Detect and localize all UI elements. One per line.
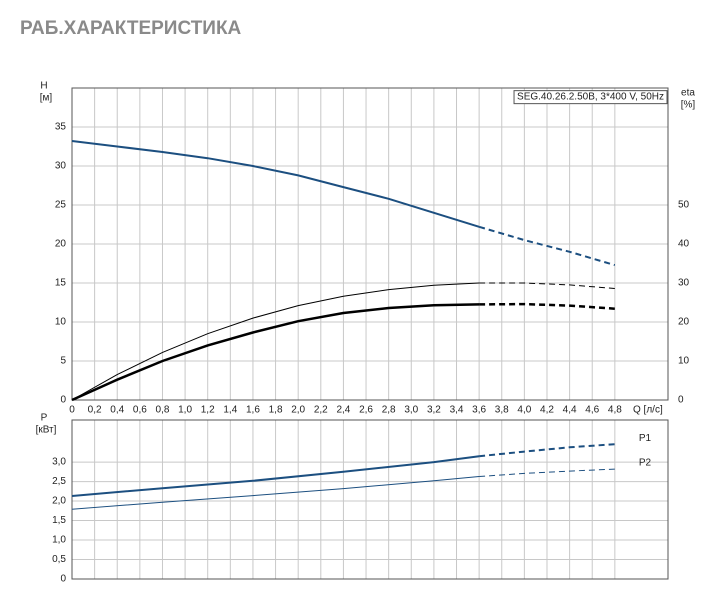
x-tick-label: 4,4: [563, 405, 577, 416]
y-tick-label: 1,0: [52, 535, 66, 546]
model-label-box: [513, 90, 668, 105]
plot-frame: [71, 87, 669, 401]
y-tick-label: 5: [60, 356, 66, 367]
y-tick-label: 1,5: [52, 515, 66, 526]
x-tick-label: 1,2: [201, 405, 215, 416]
y-tick-label: 3,0: [52, 457, 66, 468]
series-line: [71, 455, 480, 497]
series-line: [71, 282, 480, 401]
y-axis-label: P: [41, 413, 48, 424]
y-axis-unit: [м]: [40, 93, 53, 104]
y-tick-label: 0,5: [52, 554, 66, 565]
y-tick-label: 25: [55, 200, 67, 211]
x-tick-label: 0,4: [110, 405, 124, 416]
x-tick-label: 2,6: [359, 405, 373, 416]
x-tick-label: 4,0: [517, 405, 531, 416]
y2-tick-label: 20: [678, 317, 690, 328]
y2-axis-unit: [%]: [681, 100, 696, 111]
series-label: P2: [639, 458, 652, 469]
x-axis-label: Q [л/с]: [633, 405, 663, 416]
y2-tick-label: 40: [678, 239, 690, 250]
y2-tick-label: 50: [678, 200, 690, 211]
model-label: SEG.40.26.2.50B, 3*400 V, 50Hz: [517, 92, 664, 103]
y2-tick-label: 30: [678, 278, 690, 289]
x-tick-label: 4,2: [540, 405, 554, 416]
x-tick-label: 3,2: [427, 405, 441, 416]
x-tick-label: 1,0: [178, 405, 192, 416]
y-tick-label: 15: [55, 278, 67, 289]
x-tick-label: 4,6: [585, 405, 599, 416]
series-line: [478, 443, 615, 458]
x-tick-label: 2,0: [291, 405, 305, 416]
x-tick-label: 4,8: [608, 405, 622, 416]
series-label: P1: [639, 433, 652, 444]
series-line: [71, 140, 480, 228]
y-tick-label: 2,5: [52, 476, 66, 487]
y2-tick-label: 0: [678, 395, 684, 406]
x-tick-label: 1,6: [246, 405, 260, 416]
x-tick-label: 2,4: [336, 405, 350, 416]
page-title: РАБ.ХАРАКТЕРИСТИКА: [20, 18, 242, 39]
x-tick-label: 3,6: [472, 405, 486, 416]
x-tick-label: 0,2: [88, 405, 102, 416]
y-tick-label: 35: [55, 122, 67, 133]
series-line: [71, 476, 480, 510]
x-tick-label: 3,4: [450, 405, 464, 416]
y-tick-label: 2,0: [52, 496, 66, 507]
x-tick-label: 2,8: [382, 405, 396, 416]
y2-tick-label: 10: [678, 356, 690, 367]
x-tick-label: 1,8: [269, 405, 283, 416]
series-line: [71, 303, 480, 402]
y2-axis-label: eta: [681, 88, 695, 99]
x-tick-label: 3,0: [404, 405, 418, 416]
x-tick-label: 0,8: [156, 405, 170, 416]
x-tick-label: 0: [69, 405, 75, 416]
y-tick-label: 0: [60, 395, 66, 406]
y-tick-label: 20: [55, 239, 67, 250]
series-line: [479, 282, 615, 289]
y-axis-unit: [кВт]: [36, 425, 57, 436]
x-tick-label: 0,6: [133, 405, 147, 416]
y-tick-label: 30: [55, 161, 67, 172]
plot-frame: [71, 419, 669, 580]
y-tick-label: 0: [60, 574, 66, 585]
x-tick-label: 3,8: [495, 405, 509, 416]
series-line: [479, 302, 615, 310]
y-tick-label: 10: [55, 317, 67, 328]
x-tick-label: 1,4: [223, 405, 237, 416]
y-axis-label: H: [40, 81, 47, 92]
series-line: [479, 468, 615, 477]
series-line: [478, 225, 616, 267]
x-tick-label: 2,2: [314, 405, 328, 416]
